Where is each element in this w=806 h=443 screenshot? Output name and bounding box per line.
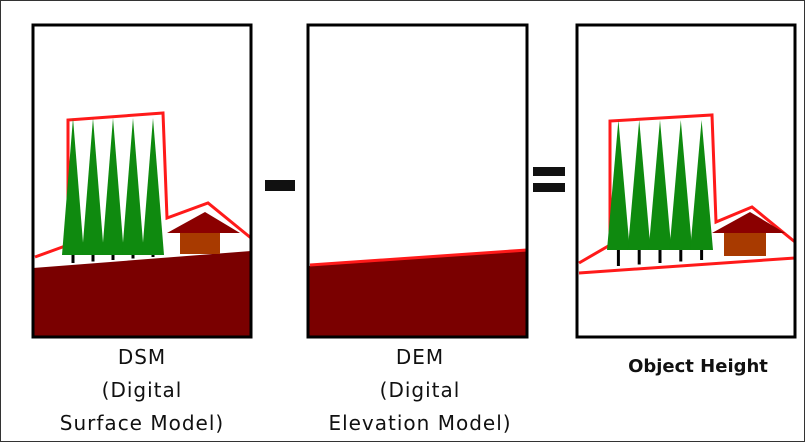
object-height-panel bbox=[577, 25, 795, 337]
house-body bbox=[724, 233, 766, 256]
caption-line: Elevation Model) bbox=[328, 411, 511, 435]
caption-line: (Digital bbox=[102, 378, 183, 402]
minus-operator bbox=[265, 180, 295, 191]
dsm-panel bbox=[33, 25, 251, 337]
figure: DSM (Digital Surface Model) DEM (Digital… bbox=[0, 0, 806, 443]
equals-operator-bottom bbox=[533, 183, 565, 192]
house-body bbox=[180, 233, 220, 254]
caption-line: Surface Model) bbox=[60, 411, 224, 435]
caption-line: DEM bbox=[396, 345, 444, 369]
caption-line: DSM bbox=[118, 345, 166, 369]
equals-operator-top bbox=[533, 167, 565, 176]
caption-line: (Digital bbox=[380, 378, 461, 402]
dem-panel bbox=[308, 25, 527, 337]
caption-line: Object Height bbox=[628, 356, 768, 377]
